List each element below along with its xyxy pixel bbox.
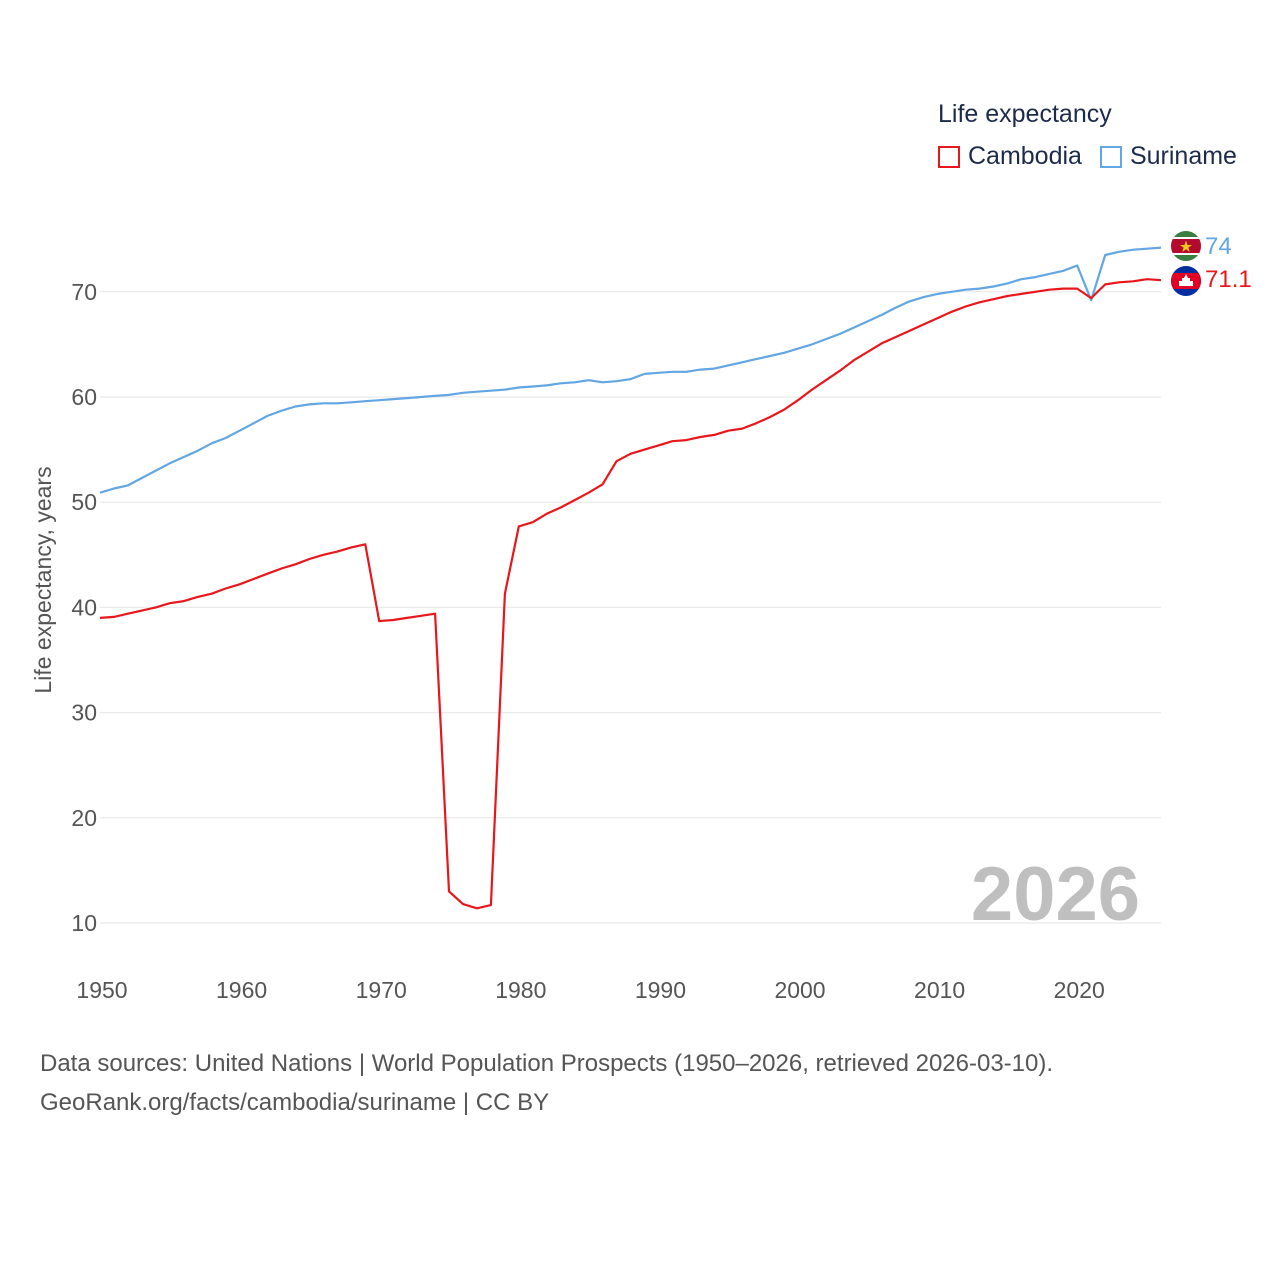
end-label-cambodia: 71.1: [1205, 266, 1252, 293]
x-tick-label: 1950: [76, 977, 127, 1003]
end-label-suriname: 74: [1205, 233, 1232, 260]
cambodia-flag-icon: [1171, 266, 1201, 296]
series-lines: [99, 246, 1162, 910]
source-line-2: GeoRank.org/facts/cambodia/suriname | CC…: [40, 1089, 550, 1116]
y-axis-title: Life expectancy, years: [30, 466, 56, 693]
legend-item-suriname[interactable]: Suriname: [1099, 142, 1237, 171]
y-tick-label: 70: [71, 279, 97, 305]
x-tick-label: 1990: [635, 977, 686, 1003]
end-labels: 71.1 74: [1205, 233, 1252, 293]
y-tick-label: 50: [71, 489, 97, 515]
end-markers: [1171, 231, 1201, 296]
x-tick-label: 2020: [1054, 977, 1105, 1003]
y-tick-label: 30: [71, 700, 97, 726]
x-tick-label: 2010: [914, 977, 965, 1003]
x-axis-ticks: 1950 1960 1970 1980 1990 2000 2010 2020: [76, 977, 1104, 1003]
legend-item-cambodia[interactable]: Cambodia: [938, 142, 1082, 171]
legend-title: Life expectancy: [938, 100, 1112, 128]
y-tick-label: 10: [71, 910, 97, 936]
suriname-flag-icon: [1171, 231, 1201, 261]
legend-label-suriname: Suriname: [1129, 142, 1237, 170]
legend: Cambodia Suriname: [938, 142, 1255, 171]
legend-swatch-cambodia: [938, 145, 960, 168]
y-tick-label: 60: [71, 384, 97, 410]
year-watermark: 2026: [971, 852, 1140, 937]
data-source: Data sources: United Nations | World Pop…: [40, 1044, 1053, 1122]
legend-label-cambodia: Cambodia: [968, 142, 1082, 170]
gridlines: [100, 291, 1161, 924]
series-line-cambodia: [99, 278, 1162, 910]
x-tick-label: 1970: [356, 977, 407, 1003]
y-axis-ticks: 10 20 30 40 50 60 70: [71, 279, 97, 936]
y-tick-label: 20: [71, 805, 97, 831]
x-tick-label: 1980: [495, 977, 546, 1003]
legend-swatch-suriname: [1099, 145, 1122, 168]
x-tick-label: 1960: [216, 977, 267, 1003]
y-tick-label: 40: [71, 594, 97, 620]
source-line-1: Data sources: United Nations | World Pop…: [40, 1050, 1054, 1077]
x-tick-label: 2000: [774, 977, 825, 1003]
series-line-suriname: [99, 246, 1162, 494]
